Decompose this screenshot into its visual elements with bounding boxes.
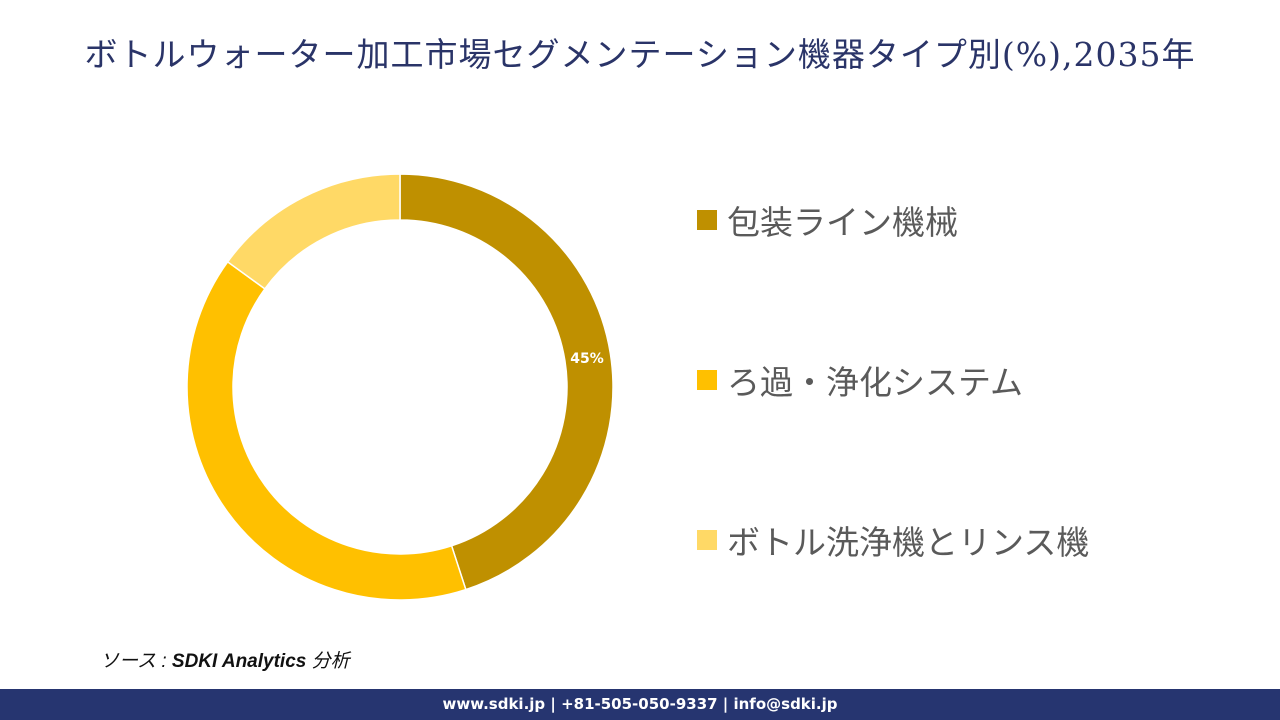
legend-label: 包装ライン機械 [727,203,958,242]
source-prefix: ソース : [100,651,172,672]
chart-title: ボトルウォーター加工市場セグメンテーション機器タイプ別(%),2035年 [84,35,1196,74]
legend-label: ボトル洗浄機とリンス機 [727,523,1090,562]
legend-item-packaging-machinery: 包装ライン機械 [697,196,958,244]
donut-slice-2 [226,173,401,290]
donut-chart-svg: 45% [186,173,614,601]
legend-label: ろ過・浄化システム [727,363,1024,402]
legend-item-bottle-washers: ボトル洗浄機とリンス機 [697,516,1089,564]
source-suffix: 分析 [306,651,350,672]
source-note: ソース : SDKI Analytics 分析 [100,646,350,673]
legend-swatch-icon [697,370,717,390]
legend-swatch-icon [697,210,717,230]
donut-slice-1 [186,260,467,601]
legend-item-filtration-systems: ろ過・浄化システム [697,356,1023,404]
donut-slice-0 [399,173,614,591]
source-name: SDKI Analytics [171,651,307,672]
footer-contact-bar: www.sdki.jp | +81-505-050-9337 | info@sd… [0,689,1280,720]
data-label-45: 45% [570,351,604,367]
donut-chart: 45% [180,165,620,610]
legend-swatch-icon [697,530,717,550]
